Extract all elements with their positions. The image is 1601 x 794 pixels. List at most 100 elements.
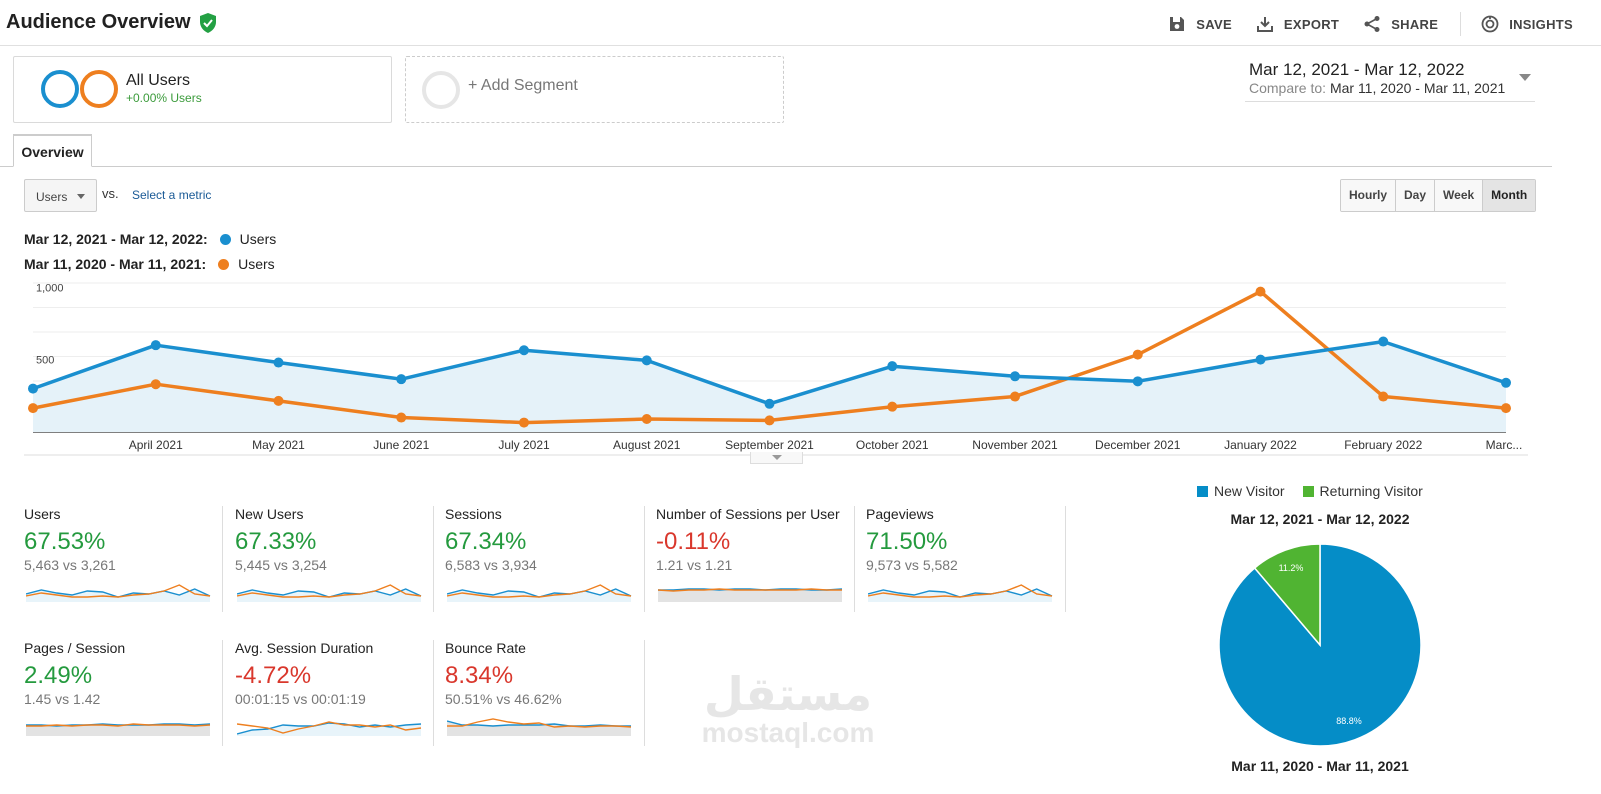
- insights-icon: [1481, 15, 1499, 33]
- date-range-picker[interactable]: Mar 12, 2021 - Mar 12, 2022 Compare to: …: [1245, 58, 1535, 102]
- legend-current: Mar 12, 2021 - Mar 12, 2022: Users: [24, 231, 276, 247]
- x-tick-label: April 2021: [129, 438, 183, 452]
- kpi-divider: [222, 640, 223, 746]
- caret-down-icon: [77, 194, 85, 199]
- data-point[interactable]: [764, 398, 775, 409]
- sparkline-previous: [26, 584, 211, 598]
- page-title: Audience Overview: [6, 11, 217, 34]
- share-icon: [1364, 16, 1380, 32]
- data-point[interactable]: [1255, 286, 1266, 297]
- series-area: [33, 341, 1506, 432]
- sparkline-area: [868, 589, 1052, 602]
- pie-label-new-visitor: 88.8%: [1336, 716, 1362, 726]
- visitor-pie-chart: 88.8% 11.2%: [1218, 543, 1422, 747]
- kpi-card[interactable]: New Users 67.33% 5,445 vs 3,254: [235, 506, 435, 618]
- data-point[interactable]: [1132, 349, 1143, 360]
- legend-new-visitor-swatch: [1197, 485, 1208, 497]
- data-point[interactable]: [1501, 403, 1511, 414]
- data-point[interactable]: [1010, 391, 1020, 402]
- kpi-title: Avg. Session Duration: [235, 640, 374, 656]
- select-metric-link[interactable]: Select a metric: [132, 188, 212, 202]
- granularity-day-button[interactable]: Day: [1395, 180, 1435, 211]
- y-tick-label: 500: [36, 355, 54, 367]
- granularity-week-button[interactable]: Week: [1434, 180, 1483, 211]
- legend-current-range: Mar 12, 2021 - Mar 12, 2022:: [24, 231, 208, 247]
- data-point[interactable]: [396, 412, 407, 423]
- kpi-sparkline: [868, 584, 1053, 602]
- data-point[interactable]: [150, 379, 161, 390]
- data-point[interactable]: [1132, 376, 1143, 387]
- granularity-hourly-button[interactable]: Hourly: [1341, 180, 1396, 211]
- chart-resize-handle[interactable]: [750, 452, 803, 464]
- sparkline-area: [447, 721, 631, 736]
- data-point[interactable]: [273, 357, 284, 368]
- sparkline-area: [447, 589, 631, 602]
- data-point[interactable]: [150, 340, 161, 351]
- kpi-sparkline: [26, 723, 211, 736]
- kpi-title: Sessions: [445, 506, 502, 522]
- kpi-card[interactable]: Users 67.53% 5,463 vs 3,261: [24, 506, 224, 618]
- segment-name: All Users: [126, 72, 191, 89]
- tab-overview[interactable]: Overview: [13, 134, 92, 167]
- data-point[interactable]: [519, 417, 529, 428]
- data-point[interactable]: [1010, 371, 1020, 382]
- data-point[interactable]: [1378, 391, 1389, 402]
- data-point[interactable]: [887, 401, 898, 412]
- legend-returning-visitor-swatch: [1302, 485, 1314, 497]
- chevron-down-icon: [1519, 74, 1531, 81]
- kpi-card[interactable]: Pageviews 71.50% 9,573 vs 5,582: [866, 506, 1066, 618]
- legend-returning-visitor: Returning Visitor: [1319, 483, 1423, 499]
- kpi-card[interactable]: Pages / Session 2.49% 1.45 vs 1.42: [24, 640, 224, 752]
- data-point[interactable]: [519, 345, 529, 356]
- compare-value: Mar 11, 2020 - Mar 11, 2021: [1329, 80, 1506, 96]
- granularity-month-button[interactable]: Month: [1482, 180, 1536, 211]
- kpi-divider: [433, 506, 434, 612]
- sparkline-previous: [447, 584, 632, 598]
- sparkline-current: [447, 720, 631, 727]
- segment-all-users[interactable]: All Users +0.00% Users: [13, 56, 392, 123]
- data-point[interactable]: [1255, 354, 1266, 365]
- sparkline-area: [658, 589, 842, 602]
- metric-selector[interactable]: Users: [24, 179, 97, 212]
- sparkline-area: [237, 589, 421, 602]
- kpi-comparison: 6,583 vs 3,934: [445, 557, 537, 573]
- segment-change: +0.00% Users: [126, 91, 202, 105]
- insights-button[interactable]: INSIGHTS: [1481, 15, 1573, 33]
- pie-slice-returning-visitor[interactable]: [1253, 543, 1321, 648]
- share-button[interactable]: SHARE: [1363, 15, 1438, 33]
- compare-label: Compare to:: [1249, 80, 1327, 96]
- kpi-percent-change: 2.49%: [24, 662, 93, 689]
- kpi-title: Bounce Rate: [445, 640, 526, 656]
- data-point[interactable]: [273, 395, 284, 406]
- save-button[interactable]: SAVE: [1168, 15, 1232, 33]
- add-segment-button[interactable]: + Add Segment: [405, 56, 784, 123]
- top-bar: Audience Overview SAVE EXPORT SHARE INSI…: [0, 0, 1601, 46]
- data-point[interactable]: [641, 413, 652, 424]
- x-tick-label: October 2021: [856, 438, 929, 452]
- metric-selector-label: Users: [36, 190, 68, 204]
- legend-current-dot: [219, 233, 231, 245]
- kpi-comparison: 00:01:15 vs 00:01:19: [235, 691, 366, 707]
- data-point[interactable]: [887, 361, 898, 372]
- kpi-card[interactable]: Number of Sessions per User -0.11% 1.21 vs…: [656, 506, 856, 618]
- segment-orange-circle-icon: [80, 70, 118, 108]
- kpi-title: Pages / Session: [24, 640, 126, 656]
- sparkline-current: [26, 723, 211, 727]
- data-point[interactable]: [1378, 336, 1389, 347]
- data-point[interactable]: [764, 415, 775, 426]
- pie-title-current: Mar 12, 2021 - Mar 12, 2022: [1230, 511, 1410, 527]
- kpi-card[interactable]: Bounce Rate 8.34% 50.51% vs 46.62%: [445, 640, 645, 752]
- data-point[interactable]: [641, 355, 652, 366]
- data-point[interactable]: [1501, 377, 1511, 388]
- data-point[interactable]: [28, 403, 38, 414]
- kpi-card[interactable]: Avg. Session Duration -4.72% 00:01:15 vs 0…: [235, 640, 435, 752]
- data-point[interactable]: [28, 383, 38, 394]
- data-point[interactable]: [396, 374, 407, 385]
- kpi-percent-change: 67.53%: [24, 528, 106, 555]
- kpi-percent-change: 67.34%: [445, 528, 527, 555]
- kpi-percent-change: 71.50%: [866, 528, 948, 555]
- kpi-card[interactable]: Sessions 67.34% 6,583 vs 3,934: [445, 506, 645, 618]
- legend-previous-dot: [218, 258, 230, 270]
- export-button[interactable]: EXPORT: [1256, 15, 1339, 33]
- tab-divider: [0, 166, 1552, 167]
